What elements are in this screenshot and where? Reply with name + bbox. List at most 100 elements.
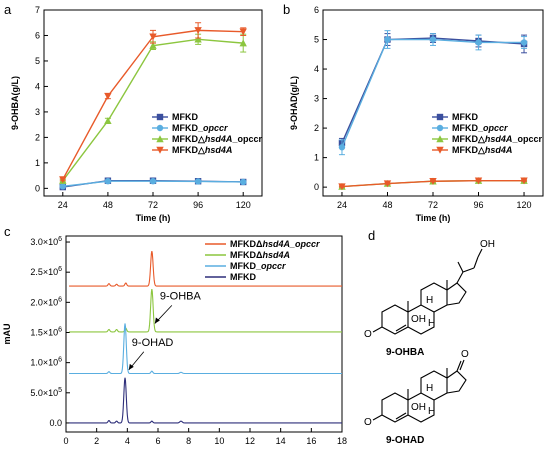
data-point bbox=[239, 28, 247, 36]
x-tick-label: 18 bbox=[337, 436, 347, 446]
ohba-caption: 9-OHBA bbox=[386, 347, 424, 358]
y-tick-mantissa: 1.0×10 bbox=[30, 358, 58, 368]
y-tick-label: 1.5×106 bbox=[30, 326, 62, 337]
y-tick-label: 4 bbox=[314, 64, 319, 74]
data-point bbox=[149, 41, 157, 49]
trace-0 bbox=[69, 250, 342, 287]
data-point bbox=[59, 183, 66, 190]
y-tick-label: 7 bbox=[35, 5, 40, 15]
y-tick-label: 3 bbox=[35, 107, 40, 117]
x-tick-label: 14 bbox=[276, 436, 286, 446]
legend-label-part: opccr bbox=[483, 123, 508, 133]
legend-label: MFKD bbox=[452, 112, 478, 122]
y-tick-label: 0 bbox=[35, 183, 40, 193]
legend-swatch-marker bbox=[156, 113, 164, 121]
legend-label: MFKDΔhsd4A bbox=[230, 250, 290, 260]
data-point bbox=[194, 178, 202, 185]
chart-hplc-chromatogram: 0.05.0×1051.0×1061.5×1062.0×1062.5×1063.… bbox=[2, 235, 347, 446]
legend-label-part: MFKD bbox=[172, 112, 198, 122]
legend-label: MFKD_opccr bbox=[452, 123, 508, 133]
ohad-h-label-2: H bbox=[428, 406, 435, 417]
y-tick-exponent: 6 bbox=[58, 326, 62, 333]
data-point bbox=[520, 177, 528, 185]
legend-swatch-marker bbox=[436, 146, 444, 154]
chart-9-ohad-timecourse: 0 1 2 3 4 5 6 24 48 72 96 120 Time (h) 9-OHAD(g/L) MFK… bbox=[289, 5, 544, 223]
y-tick-label: 2 bbox=[314, 123, 319, 133]
y-tick-exponent: 6 bbox=[58, 296, 62, 303]
data-point bbox=[338, 183, 346, 191]
data-point bbox=[383, 180, 392, 188]
data-point bbox=[149, 33, 157, 41]
ohad-ketone-a-label: O bbox=[364, 417, 372, 428]
y-tick-label: 2 bbox=[35, 132, 40, 142]
y-tick-mantissa: 5.0×10 bbox=[30, 388, 58, 398]
ohad-caption: 9-OHAD bbox=[386, 435, 424, 446]
x-axis-label: Time (h) bbox=[416, 213, 451, 223]
ohba-h-label-1: H bbox=[426, 295, 433, 306]
x-tick-label: 24 bbox=[337, 200, 347, 210]
legend-swatch-marker bbox=[436, 135, 444, 143]
y-tick-label: 1 bbox=[314, 153, 319, 163]
legend-label-part: _opccr bbox=[231, 134, 262, 144]
legend-label-part: hsd4A bbox=[485, 134, 513, 144]
y-tick-label: 6 bbox=[314, 5, 319, 15]
y-tick-label: 2.5×106 bbox=[30, 266, 62, 277]
y-tick-mantissa: 2.5×10 bbox=[30, 267, 58, 277]
panel-letter-b: b bbox=[283, 2, 290, 17]
x-tick-label: 4 bbox=[125, 436, 130, 446]
ohad-9-oh-label: OH bbox=[411, 402, 426, 413]
legend-label-part: MFKD△ bbox=[452, 145, 486, 155]
y-tick-label: 5 bbox=[314, 35, 319, 45]
y-tick-exponent: 6 bbox=[58, 236, 62, 243]
x-tick-label: 72 bbox=[148, 200, 158, 210]
panel-letter-a: a bbox=[4, 2, 12, 17]
y-tick-label: 2.0×106 bbox=[30, 296, 62, 307]
panel-letter-c: c bbox=[4, 224, 11, 239]
y-tick-label: 6 bbox=[35, 30, 40, 40]
legend-label-part: hsd4A bbox=[262, 250, 290, 260]
annotation-label: 9-OHBA bbox=[160, 290, 202, 302]
legend-label-part: MFKDΔ bbox=[230, 250, 263, 260]
data-point bbox=[104, 178, 112, 185]
ohad-ketone-d-label: O bbox=[461, 349, 469, 360]
x-tick-label: 16 bbox=[306, 436, 316, 446]
legend-label: MFKD△hsd4A_opccr bbox=[172, 134, 262, 144]
y-tick-mantissa: 3.0×10 bbox=[30, 237, 58, 247]
ohba-ketone-label: O bbox=[364, 329, 372, 340]
series-line-3 bbox=[62, 29, 244, 180]
x-tick-label: 12 bbox=[245, 436, 255, 446]
chart-9-ohba-timecourse: 0 1 2 3 4 5 6 7 24 48 72 96 120 Time (h) 9-OHBA(g/L) MF… bbox=[10, 5, 263, 223]
y-axis-label: 9-OHAD(g/L) bbox=[289, 76, 299, 130]
annotation-arrowhead bbox=[154, 317, 160, 324]
annotation-arrowhead bbox=[128, 363, 134, 370]
legend-swatch-marker bbox=[436, 113, 444, 121]
data-point bbox=[104, 92, 112, 100]
legend-label: MFKD△hsd4A_opccr bbox=[452, 134, 542, 144]
data-point bbox=[429, 36, 437, 43]
ohba-side-oh-label: OH bbox=[480, 239, 495, 250]
y-tick-exponent: 6 bbox=[58, 266, 62, 273]
legend-swatch-marker bbox=[156, 146, 164, 154]
legend-swatch-marker bbox=[156, 135, 164, 143]
y-tick-mantissa: 2.0×10 bbox=[30, 297, 58, 307]
data-point bbox=[338, 144, 346, 151]
structure-9-ohba bbox=[372, 248, 483, 335]
y-axis-label: mAU bbox=[2, 323, 12, 344]
legend-swatch-marker bbox=[436, 124, 444, 132]
legend-label-part: MFKD_ bbox=[172, 123, 204, 133]
plot-frame bbox=[65, 235, 343, 433]
data-point bbox=[239, 39, 247, 47]
ohad-h-label-1: H bbox=[426, 383, 433, 394]
legend-label-part: MFKDΔ bbox=[230, 239, 263, 249]
data-point bbox=[384, 36, 391, 43]
y-tick-label: 3.0×106 bbox=[30, 236, 62, 247]
legend-label-part: MFKD△ bbox=[172, 134, 206, 144]
y-tick-label: 0 bbox=[314, 182, 319, 192]
legend-label: MFKD bbox=[172, 112, 198, 122]
series-line-2 bbox=[62, 38, 244, 182]
structure-9-ohad bbox=[372, 359, 467, 423]
x-tick-label: 48 bbox=[382, 200, 392, 210]
x-tick-label: 8 bbox=[186, 436, 191, 446]
legend-label-part: MFKD bbox=[230, 272, 256, 282]
